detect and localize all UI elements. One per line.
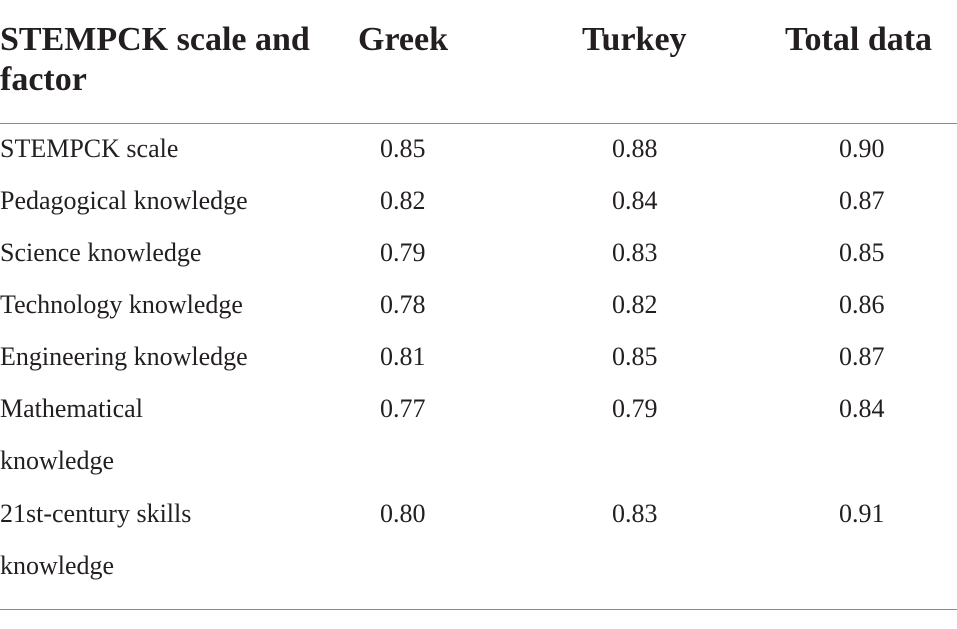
- cell-turkey: 0.88: [612, 134, 658, 163]
- cell-greek: 0.82: [380, 186, 426, 215]
- cell-turkey: 0.84: [612, 186, 658, 215]
- cell-total: 0.85: [839, 238, 885, 267]
- cell-factor: Pedagogical knowledge: [0, 186, 248, 215]
- cell-factor: Technology knowledge: [0, 290, 243, 319]
- cell-turkey: 0.85: [612, 342, 658, 371]
- cell-total: 0.84: [839, 394, 885, 423]
- cell-greek: 0.81: [380, 342, 426, 371]
- cell-turkey: 0.83: [612, 499, 658, 528]
- table-bottom-rule: [0, 609, 957, 610]
- cell-factor: Engineering knowledge: [0, 342, 248, 371]
- header-factor: STEMPCK scale and factor: [0, 21, 310, 98]
- header-turkey: Turkey: [582, 21, 687, 58]
- cell-greek: 0.85: [380, 134, 426, 163]
- header-greek: Greek: [358, 21, 449, 58]
- cell-factor: STEMPCK scale: [0, 134, 179, 163]
- cell-greek: 0.80: [380, 499, 426, 528]
- header-divider: [0, 123, 957, 124]
- cell-turkey: 0.83: [612, 238, 658, 267]
- cell-factor: Science knowledge: [0, 238, 202, 267]
- cell-total: 0.87: [839, 186, 885, 215]
- cell-total: 0.91: [839, 499, 885, 528]
- cell-factor: Mathematical knowledge: [0, 394, 143, 475]
- cell-turkey: 0.82: [612, 290, 658, 319]
- cell-factor: 21st-century skills knowledge: [0, 499, 192, 580]
- cell-greek: 0.77: [380, 394, 426, 423]
- cell-total: 0.86: [839, 290, 885, 319]
- cell-greek: 0.78: [380, 290, 426, 319]
- cell-turkey: 0.79: [612, 394, 658, 423]
- cell-total: 0.87: [839, 342, 885, 371]
- cell-greek: 0.79: [380, 238, 426, 267]
- header-total-data: Total data: [785, 21, 933, 58]
- cell-total: 0.90: [839, 134, 885, 163]
- table-header-row: STEMPCK scale and factor Greek Turkey To…: [0, 20, 957, 110]
